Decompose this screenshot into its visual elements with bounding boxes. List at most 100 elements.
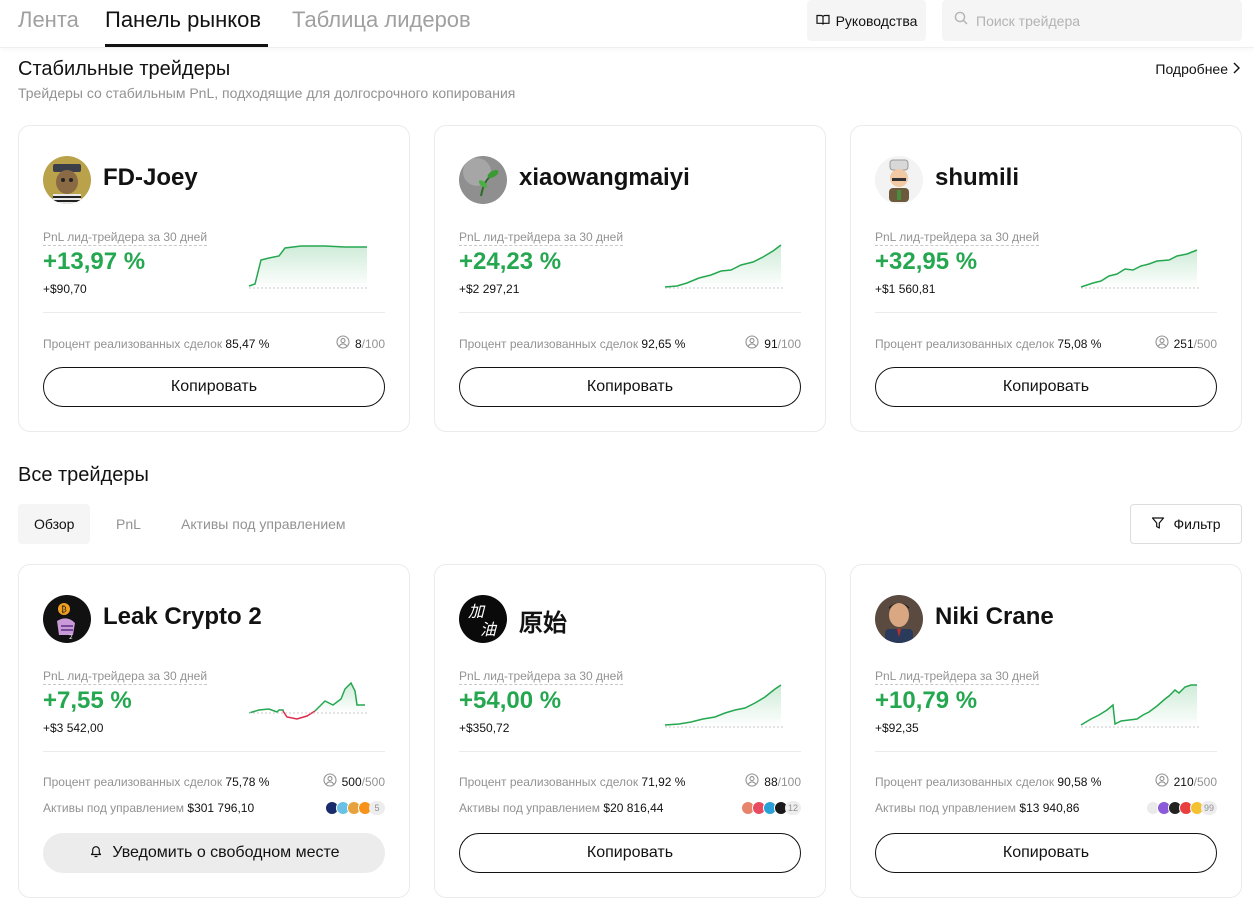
aum-value: $13 940,86: [1019, 801, 1080, 815]
pnl-label[interactable]: PnL лид-трейдера за 30 дней: [875, 230, 1040, 246]
win-rate-value: 92,65 %: [641, 336, 686, 351]
pnl-label[interactable]: PnL лид-трейдера за 30 дней: [875, 669, 1040, 685]
win-rate-label: Процент реализованных сделок: [875, 336, 1055, 351]
copiers-current: 88: [764, 774, 778, 789]
copiers-current: 91: [764, 336, 778, 351]
win-rate-row: Процент реализованных сделок 92,65 % 91/…: [459, 335, 801, 352]
trader-card[interactable]: 加油 原始 PnL лид-трейдера за 30 дней +54,00…: [434, 564, 826, 898]
search-input[interactable]: [976, 12, 1216, 29]
pnl-amount: +$1 560,81: [875, 282, 936, 296]
pnl-label[interactable]: PnL лид-трейдера за 30 дней: [43, 669, 208, 685]
win-rate-value: 85,47 %: [225, 336, 270, 351]
pnl-label[interactable]: PnL лид-трейдера за 30 дней: [459, 669, 624, 685]
trader-avatar[interactable]: 加油: [459, 595, 507, 643]
trader-avatar[interactable]: ₿ 2: [43, 595, 91, 643]
copiers-max: /500: [1193, 336, 1217, 351]
win-rate-label: Процент реализованных сделок: [459, 774, 639, 789]
copy-button[interactable]: Копировать: [459, 833, 801, 873]
copy-button[interactable]: Копировать: [875, 833, 1217, 873]
win-rate-row: Процент реализованных сделок 85,47 % 8/1…: [43, 335, 385, 352]
trader-card[interactable]: ₿ 2 Leak Crypto 2 PnL лид-трейдера за 30 …: [18, 564, 410, 898]
svg-text:2: 2: [69, 634, 73, 641]
trader-avatar[interactable]: [875, 595, 923, 643]
aum-row: Активы под управлением $13 940,86 99: [875, 801, 1217, 815]
pnl-label[interactable]: PnL лид-трейдера за 30 дней: [43, 230, 208, 246]
trader-avatar[interactable]: [43, 156, 91, 204]
win-rate-value: 90,58 %: [1057, 774, 1102, 789]
asset-coins[interactable]: 12: [740, 801, 801, 815]
user-icon: [323, 773, 337, 790]
copy-button[interactable]: Копировать: [875, 367, 1217, 407]
copiers-max: /100: [361, 336, 385, 351]
stable-traders-title: Стабильные трейдеры: [18, 58, 231, 80]
pnl-sparkline: [664, 244, 783, 289]
filter-button[interactable]: Фильтр: [1130, 504, 1242, 544]
copiers-current: 500: [341, 774, 362, 789]
copiers-count: 91/100: [745, 335, 801, 352]
nav-tab-feed[interactable]: Лента: [18, 7, 79, 32]
asset-coins[interactable]: 99: [1145, 801, 1217, 815]
copiers-max: /500: [1193, 774, 1217, 789]
pnl-sparkline: [664, 684, 783, 728]
win-rate-row: Процент реализованных сделок 75,78 % 500…: [43, 773, 385, 790]
trader-name[interactable]: 原始: [519, 610, 567, 637]
copiers-current: 210: [1173, 774, 1194, 789]
copiers-count: 8/100: [336, 335, 385, 352]
trader-name[interactable]: xiaowangmaiyi: [519, 164, 690, 191]
notify-button[interactable]: Уведомить о свободном месте: [43, 833, 385, 873]
win-rate-label: Процент реализованных сделок: [43, 774, 223, 789]
trader-card[interactable]: shumili PnL лид-трейдера за 30 дней +32,…: [850, 125, 1242, 432]
copiers-max: /100: [777, 774, 801, 789]
trader-search[interactable]: [942, 0, 1242, 41]
trader-avatar[interactable]: [459, 156, 507, 204]
filter-label: Фильтр: [1173, 516, 1221, 532]
copiers-count: 500/500: [323, 773, 385, 790]
pnl-percent: +32,95 %: [875, 248, 978, 275]
guides-button[interactable]: Руководства: [807, 0, 926, 41]
win-rate-value: 75,08 %: [1057, 336, 1102, 351]
copy-button[interactable]: Копировать: [43, 367, 385, 407]
pnl-amount: +$2 297,21: [459, 282, 520, 296]
tab-pnl[interactable]: PnL: [116, 516, 141, 532]
aum-label: Активы под управлением: [459, 801, 601, 815]
pnl-amount: +$92,35: [875, 721, 919, 735]
trader-name[interactable]: shumili: [935, 164, 1020, 191]
asset-coins[interactable]: 5: [325, 801, 385, 815]
pnl-percent: +54,00 %: [459, 687, 562, 714]
win-rate-row: Процент реализованных сделок 90,58 % 210…: [875, 773, 1217, 790]
trader-avatar[interactable]: [875, 156, 923, 204]
nav-tab-markets-panel[interactable]: Панель рынков: [105, 7, 262, 32]
trader-card[interactable]: Niki Crane PnL лид-трейдера за 30 дней +…: [850, 564, 1242, 898]
pnl-sparkline: [248, 245, 367, 289]
nav-tab-leaderboard[interactable]: Таблица лидеров: [292, 7, 471, 32]
pnl-sparkline: [248, 681, 367, 720]
card-divider: [459, 751, 801, 752]
tab-aum[interactable]: Активы под управлением: [181, 516, 346, 532]
user-icon: [1155, 773, 1169, 790]
trader-name[interactable]: Niki Crane: [935, 603, 1054, 630]
trader-name[interactable]: Leak Crypto 2: [103, 603, 262, 630]
pnl-amount: +$3 542,00: [43, 721, 104, 735]
aum-row: Активы под управлением $301 796,10 5: [43, 801, 385, 815]
win-rate-label: Процент реализованных сделок: [459, 336, 639, 351]
coins-more-count: 5: [369, 801, 385, 815]
pnl-percent: +10,79 %: [875, 687, 978, 714]
chevron-right-icon: [1232, 61, 1240, 77]
svg-text:加: 加: [468, 602, 486, 621]
aum-label: Активы под управлением: [875, 801, 1017, 815]
pnl-label[interactable]: PnL лид-трейдера за 30 дней: [459, 230, 624, 246]
more-link[interactable]: Подробнее: [1155, 61, 1240, 77]
trader-name[interactable]: FD-Joey: [103, 164, 198, 191]
copy-button[interactable]: Копировать: [459, 367, 801, 407]
copiers-current: 8: [354, 336, 362, 351]
coins-more-count: 12: [784, 801, 801, 815]
tab-overview[interactable]: Обзор: [18, 504, 91, 544]
copiers-max: /500: [361, 774, 385, 789]
card-divider: [459, 312, 801, 313]
copiers-max: /100: [777, 336, 801, 351]
coins-more-count: 99: [1200, 801, 1217, 815]
trader-card[interactable]: FD-Joey PnL лид-трейдера за 30 дней +13,…: [18, 125, 410, 432]
trader-card[interactable]: xiaowangmaiyi PnL лид-трейдера за 30 дне…: [434, 125, 826, 432]
aum-value: $301 796,10: [187, 801, 255, 815]
user-icon: [745, 773, 759, 790]
